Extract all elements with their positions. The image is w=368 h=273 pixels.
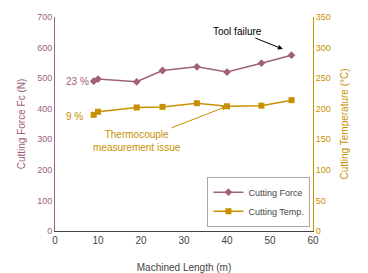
- svg-text:100: 100: [37, 196, 52, 206]
- svg-text:350: 350: [316, 12, 331, 22]
- svg-text:20: 20: [135, 235, 147, 246]
- svg-text:200: 200: [37, 165, 52, 175]
- svg-text:50: 50: [264, 235, 276, 246]
- svg-text:0: 0: [316, 226, 321, 236]
- svg-text:200: 200: [316, 104, 331, 114]
- svg-text:500: 500: [37, 73, 52, 83]
- svg-text:23 %: 23 %: [66, 76, 89, 87]
- svg-text:400: 400: [37, 104, 52, 114]
- svg-text:Cutting Force Fc (N): Cutting Force Fc (N): [16, 79, 27, 170]
- svg-text:0: 0: [52, 235, 58, 246]
- svg-text:700: 700: [37, 12, 52, 22]
- svg-text:30: 30: [178, 235, 190, 246]
- svg-text:300: 300: [316, 43, 331, 53]
- svg-text:600: 600: [37, 43, 52, 53]
- svg-text:100: 100: [316, 165, 331, 175]
- svg-text:150: 150: [316, 134, 331, 144]
- svg-text:60: 60: [307, 235, 319, 246]
- svg-text:Cutting Temperature (°C): Cutting Temperature (°C): [339, 68, 350, 179]
- svg-text:10: 10: [92, 235, 104, 246]
- svg-text:Tool failure: Tool failure: [213, 26, 262, 37]
- svg-text:250: 250: [316, 73, 331, 83]
- svg-text:40: 40: [221, 235, 233, 246]
- svg-text:Cutting Force: Cutting Force: [248, 188, 302, 198]
- svg-text:300: 300: [37, 134, 52, 144]
- svg-text:Cutting Temp.: Cutting Temp.: [248, 207, 303, 217]
- svg-text:Thermocouplemeasurement issue: Thermocouplemeasurement issue: [93, 129, 181, 153]
- svg-text:9 %: 9 %: [66, 111, 83, 122]
- svg-text:Machined Length (m): Machined Length (m): [137, 262, 232, 273]
- svg-text:0: 0: [47, 226, 52, 236]
- svg-text:50: 50: [316, 196, 326, 206]
